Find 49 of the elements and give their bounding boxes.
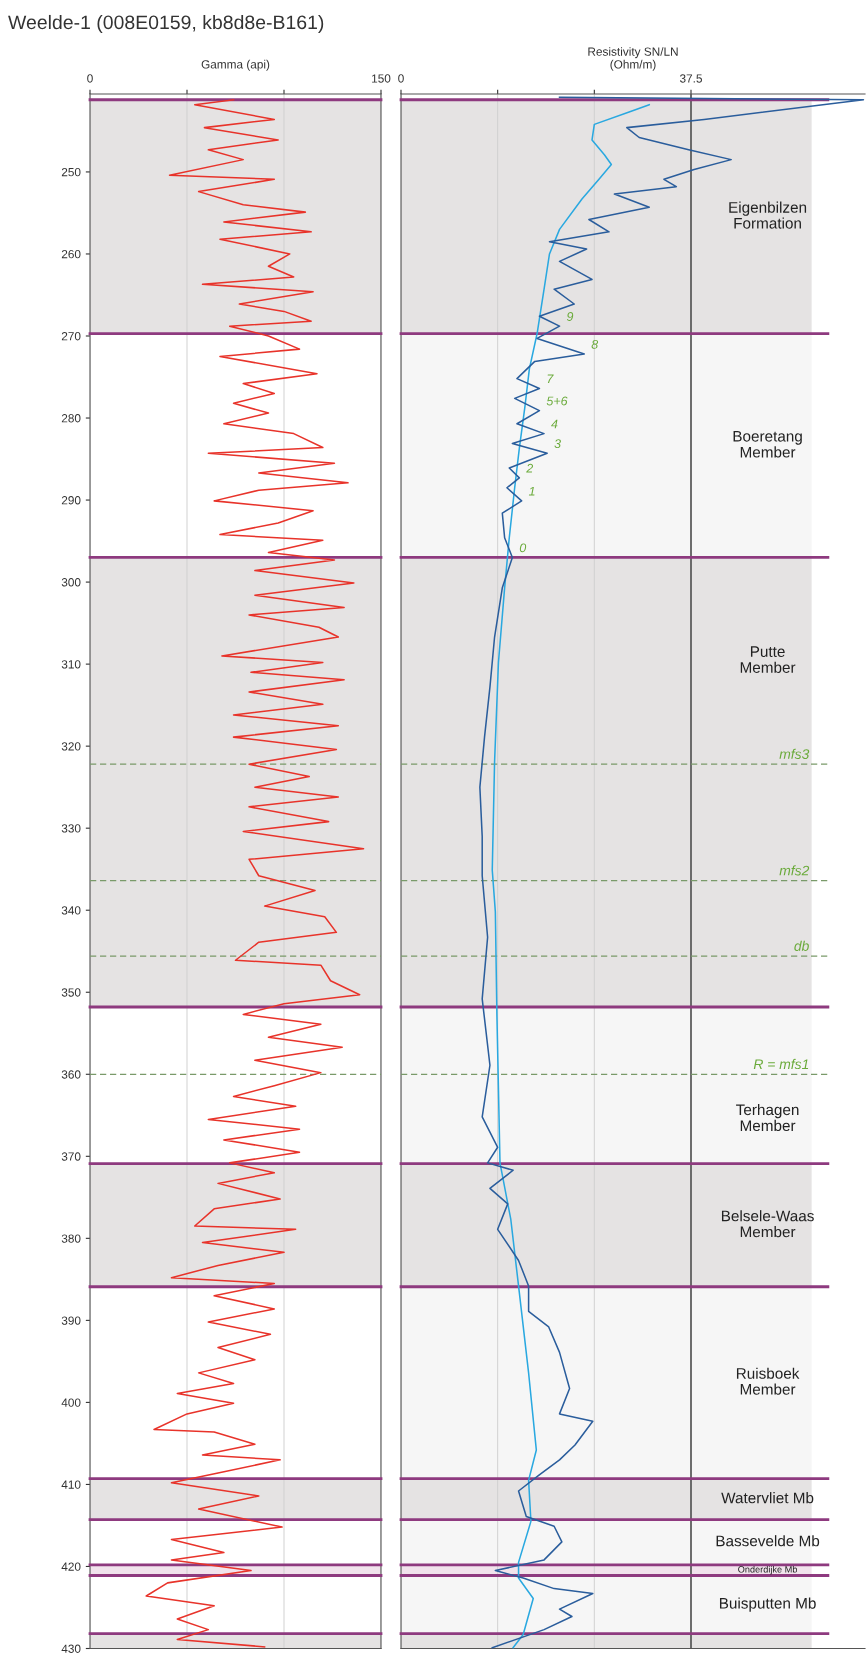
y-tick-label: 280	[61, 414, 81, 423]
ref-line-label: db	[794, 940, 809, 951]
y-tick-label: 300	[61, 578, 81, 587]
band-label: Onderdijke Mb	[738, 1565, 798, 1575]
y-tick-label: 310	[61, 660, 81, 669]
band-label: Bassevelde Mb	[716, 1535, 820, 1547]
annotation: 4	[551, 419, 558, 429]
band-label: Buisputten Mb	[719, 1597, 816, 1612]
annotation: 9	[566, 312, 574, 321]
y-tick-label: 420	[61, 1562, 81, 1571]
x-tick-label: 150	[372, 74, 391, 83]
ref-line-label: R = mfs1	[753, 1058, 809, 1070]
y-tick-label: 330	[61, 824, 81, 833]
y-tick-label: 260	[61, 250, 81, 259]
x-tick-label: 37.5	[679, 74, 702, 83]
y-tick-label: 430	[61, 1644, 81, 1653]
annotation: 2	[526, 463, 534, 473]
y-tick-label: 370	[61, 1152, 81, 1161]
x-axis-title: Gamma (api)	[201, 59, 270, 71]
y-tick-label: 380	[61, 1234, 81, 1243]
y-tick-label: 290	[61, 496, 81, 505]
annotation: 7	[547, 374, 554, 384]
band-label: Watervliet Mb	[721, 1492, 814, 1504]
band-label: Belsele-Waas Member	[721, 1210, 814, 1238]
x-tick-label: 0	[398, 74, 404, 83]
y-tick-label: 340	[61, 906, 81, 915]
y-tick-label: 390	[61, 1316, 81, 1325]
x-axis-title: Resistivity SN/LN (Ohm/m)	[588, 47, 678, 71]
annotation: 3	[554, 439, 561, 449]
y-tick-label: 320	[61, 742, 81, 751]
y-tick-label: 350	[61, 988, 81, 997]
y-tick-label: 250	[61, 167, 81, 177]
band-label: Putte Member	[740, 646, 796, 673]
y-tick-label: 270	[61, 332, 81, 341]
y-tick-label: 400	[61, 1398, 81, 1407]
annotation: 5+6	[546, 396, 568, 406]
band-label: Terhagen Member	[736, 1103, 799, 1132]
band-label: Eigenbilzen Formation	[729, 201, 807, 229]
chart-title: Weelde-1 (008E0159, kb8d8e-B161)	[8, 14, 324, 34]
y-tick-label: 410	[61, 1480, 81, 1489]
y-tick-label: 360	[61, 1070, 81, 1079]
x-tick-label: 0	[87, 74, 93, 83]
annotation: 0	[519, 543, 527, 553]
annotation: 1	[528, 486, 535, 496]
ref-line-label: mfs3	[779, 748, 810, 759]
band-label: Ruisboek Member	[736, 1367, 800, 1395]
ref-line-label: mfs2	[779, 865, 810, 876]
band-label: Boeretang Member	[733, 430, 802, 458]
annotation: 8	[591, 339, 599, 349]
